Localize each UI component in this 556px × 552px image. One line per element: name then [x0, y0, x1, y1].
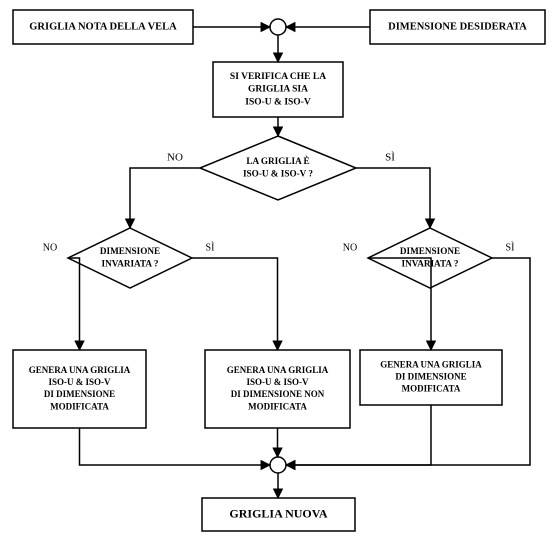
edge-label-si_left: SÌ [206, 241, 215, 253]
edge-g1-mb [80, 428, 271, 465]
decision-dim-left-label: DIMENSIONE [100, 246, 160, 256]
gen2-box-label: DI DIMENSIONE NON [231, 389, 325, 399]
input-right-box-label: DIMENSIONE DESIDERATA [388, 21, 527, 32]
gen3-box-label: DI DIMENSIONE [395, 372, 466, 382]
edge-label-si_top: SÌ [385, 152, 395, 164]
edge-qiso-si [356, 168, 430, 228]
edge-qiso-no [130, 168, 200, 228]
merge-top-circle [270, 19, 286, 35]
decision-iso-label: LA GRIGLIA È [246, 156, 309, 166]
gen3-box-label: GENERA UNA GRIGLIA [380, 359, 482, 369]
edge-qdl-no [68, 258, 80, 350]
verify-box-label: SI VERIFICA CHE LA [230, 72, 326, 82]
decision-dim-right-label: INVARIATA ? [402, 258, 459, 268]
decision-dim-right-label: DIMENSIONE [400, 246, 460, 256]
verify-box-label: ISO-U & ISO-V [245, 98, 311, 108]
input-left-box-label: GRIGLIA NOTA DELLA VELA [29, 21, 177, 32]
gen1-box-label: DI DIMENSIONE [44, 389, 115, 399]
gen2-box-label: ISO-U & ISO-V [246, 377, 309, 387]
edge-label-no_top: NO [167, 152, 183, 164]
verify-box-label: GRIGLIA SIA [248, 85, 308, 95]
decision-dim-left-label: INVARIATA ? [102, 258, 159, 268]
output-box-label: GRIGLIA NUOVA [229, 506, 327, 520]
gen1-box-label: ISO-U & ISO-V [48, 377, 111, 387]
edge-qdl-si [192, 258, 278, 350]
gen2-box-label: GENERA UNA GRIGLIA [227, 365, 329, 375]
gen1-box-label: MODIFICATA [50, 401, 109, 411]
decision-iso-label: ISO-U & ISO-V ? [243, 168, 313, 178]
edge-label-no_left: NO [43, 242, 57, 253]
gen2-box-label: MODIFICATA [248, 401, 307, 411]
gen3-box-label: MODIFICATA [402, 384, 461, 394]
edge-label-si_right: SÌ [506, 241, 515, 253]
gen1-box-label: GENERA UNA GRIGLIA [29, 365, 131, 375]
merge-bottom-circle [270, 457, 286, 473]
edge-label-no_right: NO [343, 242, 357, 253]
